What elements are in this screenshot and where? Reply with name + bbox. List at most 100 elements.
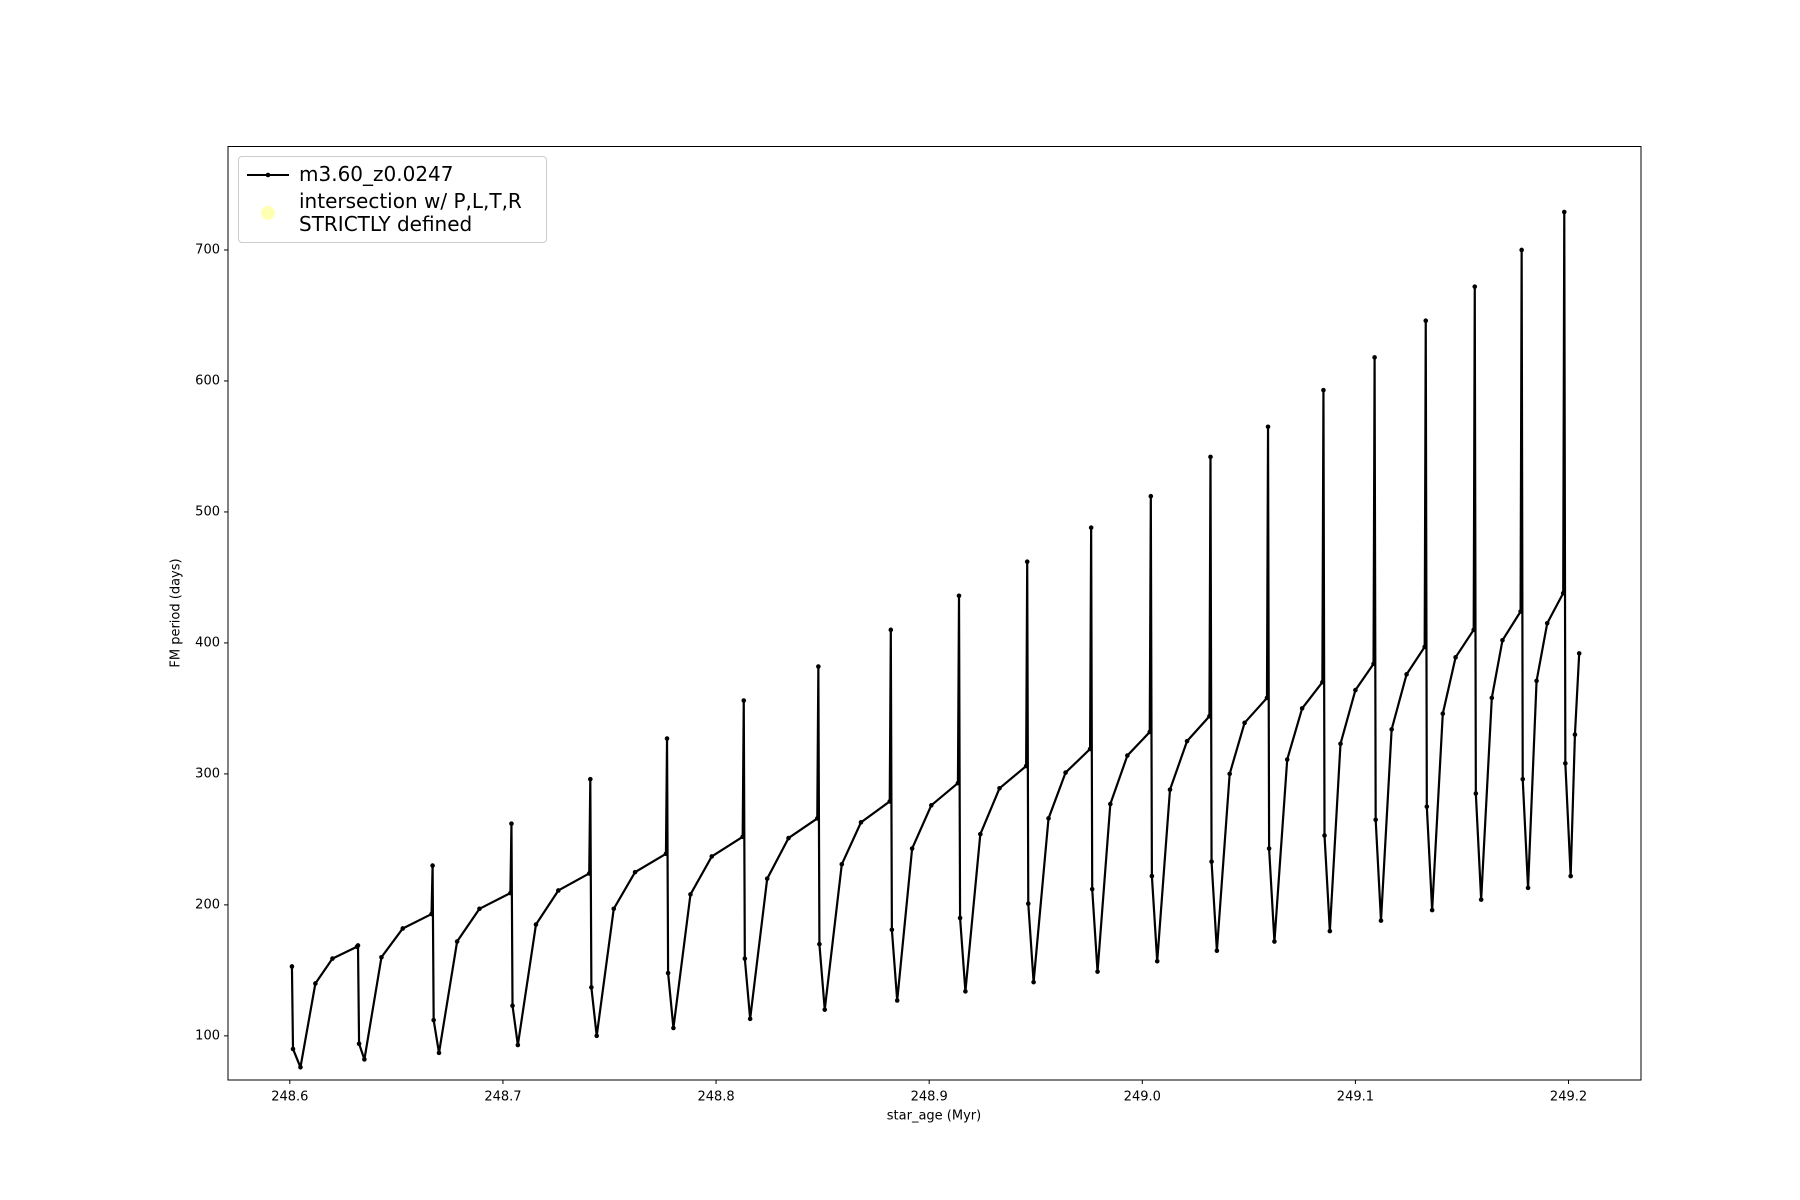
point [858,820,864,825]
point [709,854,715,859]
point [688,892,693,897]
point [889,927,895,933]
point [741,698,747,703]
x-tick-label: 248.7 [484,1090,521,1105]
point [1372,355,1377,360]
x-tick-label: 248.8 [697,1090,734,1105]
point [956,593,962,599]
point [515,1042,521,1048]
y-tick-label: 600 [195,373,220,388]
y-tick-label: 300 [195,766,220,781]
point [1544,620,1550,626]
point [477,906,482,912]
y-axis-label: FM period (days) [169,558,184,667]
point [929,803,934,808]
point [909,846,915,851]
point [1424,804,1430,809]
point [671,1025,676,1031]
point [509,821,514,826]
point [508,890,513,896]
point [1572,732,1578,737]
point [1525,885,1531,891]
point [1389,727,1394,732]
point [1576,651,1582,656]
legend-swatch [247,172,289,177]
point [589,985,594,990]
point [1208,454,1213,460]
point [817,941,822,947]
point [1440,711,1446,716]
point [454,939,460,944]
point [533,922,539,927]
point [1089,886,1095,892]
point [1184,738,1190,744]
point [355,943,361,948]
point [632,869,638,875]
point [957,915,963,921]
point [1472,284,1478,289]
point [1423,318,1429,324]
point [379,954,384,960]
point [436,1050,442,1056]
point [1025,901,1031,906]
point [1338,741,1343,747]
point [1560,590,1566,596]
point [822,1007,828,1012]
point [1471,627,1476,633]
point [1227,771,1232,777]
y-tick-label: 700 [195,242,220,257]
point [1284,757,1290,762]
point [1149,873,1155,879]
point [1473,791,1479,796]
point [839,861,845,867]
point [1561,209,1567,215]
point [1265,424,1271,430]
point [1327,928,1333,934]
point [1063,770,1068,775]
y-tick-label: 100 [195,1028,220,1043]
legend-entry: intersection w/ P,L,T,R STRICTLY defined [239,188,546,238]
point [665,970,671,976]
point [1148,493,1154,499]
point [1429,907,1435,913]
point [1108,801,1113,807]
point [594,1033,600,1039]
point [1478,897,1484,902]
point [740,834,745,840]
x-tick-label: 248.9 [911,1090,948,1105]
point [362,1057,367,1062]
y-tick-label: 400 [195,635,220,650]
point [556,888,561,893]
point [298,1064,303,1070]
point [814,816,820,821]
point [1214,948,1220,954]
point [330,956,335,961]
point [289,964,295,969]
point [588,776,593,782]
point [1147,729,1153,735]
legend: m3.60_z0.0247 intersection w/ P,L,T,R STR… [238,156,547,243]
point [1209,859,1214,864]
point [431,1017,436,1023]
point [1321,387,1326,393]
x-tick-label: 249.1 [1337,1090,1374,1105]
point [1563,761,1568,766]
point [1264,695,1270,701]
point [313,981,318,986]
legend-swatch [261,206,275,220]
point [1095,969,1100,974]
point [786,835,791,841]
point [1154,958,1160,964]
point [1266,846,1272,851]
y-tick-label: 500 [195,504,220,519]
point [1518,609,1523,614]
point [1568,873,1573,879]
point [1373,817,1378,823]
point [1404,672,1409,677]
point [1322,833,1327,838]
point [1167,787,1173,792]
point [1031,979,1036,985]
legend-label: m3.60_z0.0247 [299,162,454,186]
